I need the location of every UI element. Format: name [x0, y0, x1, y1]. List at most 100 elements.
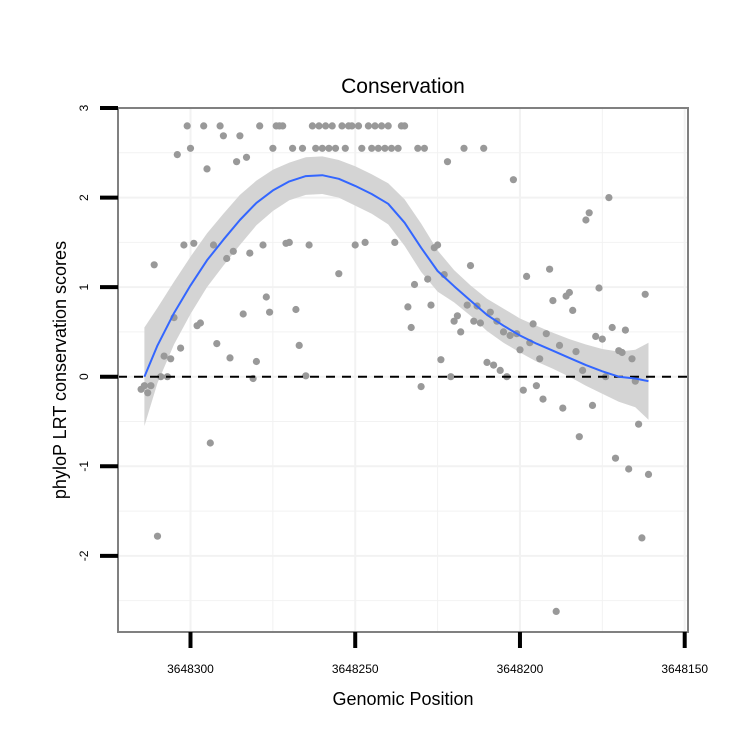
confidence-band-layer [144, 156, 649, 426]
data-point [242, 153, 251, 161]
data-point [167, 355, 175, 363]
data-point [608, 323, 616, 332]
data-point [157, 373, 165, 381]
data-point [536, 355, 544, 363]
data-point [460, 144, 468, 152]
data-point [246, 249, 254, 257]
data-point [177, 344, 185, 352]
y-axis: -2 -1 0 1 2 3 [77, 104, 118, 561]
data-point [486, 308, 494, 316]
data-point [252, 357, 260, 366]
data-point [203, 165, 211, 173]
data-point [391, 238, 399, 246]
data-point [358, 144, 366, 152]
data-point [351, 241, 359, 249]
data-point [588, 401, 597, 409]
data-point [519, 386, 527, 394]
data-point [635, 420, 643, 428]
data-point [404, 303, 412, 311]
y-tick-label: -1 [77, 461, 91, 472]
data-point [523, 272, 531, 280]
data-point [516, 346, 524, 354]
data-point [641, 290, 649, 298]
data-point [592, 332, 600, 340]
x-tick-label: 3648250 [332, 662, 379, 676]
data-point [322, 122, 330, 130]
data-point [318, 144, 326, 152]
data-point [549, 297, 557, 305]
data-point [579, 366, 587, 374]
data-point [259, 241, 267, 249]
data-point [463, 301, 471, 309]
data-point [621, 326, 630, 334]
y-tick-label: 0 [77, 373, 91, 380]
data-point [572, 348, 580, 356]
data-point [466, 262, 475, 270]
x-tick-label: 3648200 [497, 662, 544, 676]
data-point [371, 122, 379, 130]
data-point [213, 340, 221, 348]
data-point [295, 341, 303, 349]
data-point [555, 341, 564, 349]
data-point [200, 122, 208, 130]
data-point [618, 348, 626, 357]
data-point [364, 122, 372, 130]
data-point [565, 288, 574, 297]
data-point [223, 254, 231, 263]
data-point [289, 144, 297, 152]
data-point [262, 293, 270, 301]
data-point [150, 261, 158, 269]
data-point [315, 122, 323, 130]
y-tick-label: 3 [77, 104, 91, 111]
data-point [308, 122, 316, 130]
data-point [269, 144, 277, 152]
x-tick-label: 3648150 [661, 662, 708, 676]
data-point [539, 395, 547, 403]
data-point [490, 361, 498, 369]
data-point [374, 144, 382, 152]
data-point [427, 301, 435, 309]
data-point [153, 532, 162, 540]
data-point [424, 275, 432, 283]
data-point [147, 382, 155, 390]
data-point [644, 470, 653, 478]
data-point [546, 265, 554, 273]
data-point [559, 404, 567, 412]
data-point [144, 389, 152, 397]
data-point [453, 312, 461, 320]
chart-title: Conservation [341, 75, 465, 98]
data-point [206, 439, 214, 447]
data-point [407, 323, 415, 332]
data-point [196, 319, 204, 327]
data-point [628, 355, 636, 363]
data-point [173, 151, 181, 159]
data-point [625, 465, 633, 473]
data-point [229, 247, 237, 255]
data-point [190, 239, 198, 247]
data-point [552, 607, 560, 616]
data-point [598, 335, 606, 343]
data-point [341, 144, 349, 152]
data-point [331, 144, 340, 152]
data-point [216, 122, 224, 130]
data-point [401, 122, 409, 130]
data-point [506, 331, 514, 340]
data-point [569, 306, 577, 314]
data-point [285, 238, 293, 246]
data-point [292, 305, 300, 314]
y-tick-label: 2 [77, 194, 91, 201]
x-tick-label: 3648300 [167, 662, 214, 676]
data-point [180, 241, 188, 249]
data-point [483, 358, 491, 366]
data-point [529, 320, 537, 328]
data-point [457, 328, 465, 336]
data-point [447, 373, 455, 381]
data-point [233, 158, 241, 166]
panel-border [117, 107, 689, 633]
data-point [417, 383, 425, 391]
data-point [394, 144, 402, 152]
data-point [480, 144, 488, 152]
data-point [140, 382, 148, 390]
data-point [338, 122, 346, 130]
data-point [354, 122, 363, 130]
